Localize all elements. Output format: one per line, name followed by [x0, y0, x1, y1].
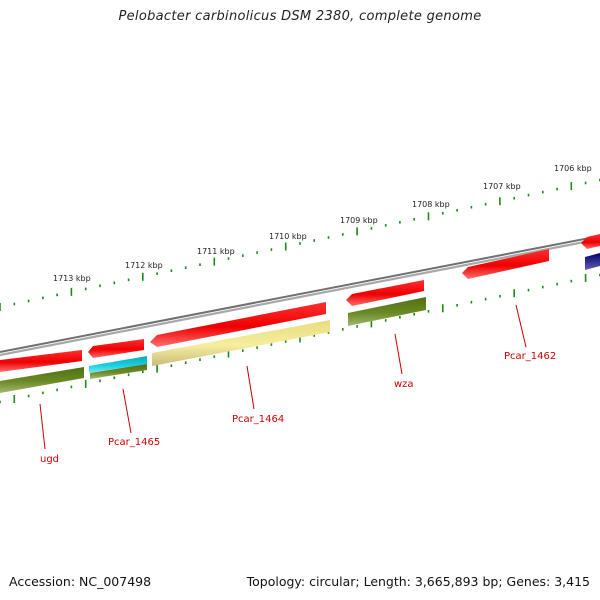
- gene-ugd-reverse[interactable]: [0, 367, 84, 393]
- tick-label-1712kbp: 1712 kbp: [125, 261, 163, 270]
- outer-scale-ticks: [0, 178, 600, 311]
- tick-label-1710kbp: 1710 kbp: [269, 232, 307, 241]
- gene-label-pcar-1462[interactable]: Pcar_1462: [504, 351, 556, 362]
- genome-backbone-inner: [0, 237, 600, 357]
- leader-pcar-1464: [246, 365, 255, 410]
- gene-pcar-1465-cyan[interactable]: [89, 356, 147, 373]
- gene-wza-forward[interactable]: [346, 280, 424, 306]
- map-title: Pelobacter carbinolicus DSM 2380, comple…: [118, 9, 482, 24]
- genome-backbone-outer: [0, 235, 600, 353]
- leader-ugd: [39, 403, 46, 450]
- gene-pcar-1464-reverse[interactable]: [152, 320, 330, 366]
- gene-pcar-1464-forward[interactable]: [150, 302, 326, 347]
- accession-text: Accession: NC_007498: [9, 574, 152, 589]
- tick-label-1713kbp: 1713 kbp: [53, 274, 91, 283]
- gene-ugd-forward[interactable]: [0, 350, 82, 372]
- tick-label-1708kbp: 1708 kbp: [412, 200, 450, 209]
- tick-label-1711kbp: 1711 kbp: [197, 247, 235, 256]
- gene-edge-forward[interactable]: [581, 234, 600, 249]
- leader-pcar-1462: [515, 304, 527, 348]
- gene-label-ugd[interactable]: ugd: [40, 454, 59, 465]
- tick-label-1707kbp: 1707 kbp: [483, 182, 521, 191]
- tick-label-1709kbp: 1709 kbp: [340, 216, 378, 225]
- gene-pcar-1462-forward[interactable]: [462, 249, 549, 279]
- gene-wza-reverse[interactable]: [348, 297, 426, 326]
- gene-pcar-1465-reverse[interactable]: [90, 364, 147, 379]
- gene-label-pcar-1465[interactable]: Pcar_1465: [108, 437, 160, 448]
- genome-summary-text: Topology: circular; Length: 3,665,893 bp…: [246, 574, 590, 589]
- gene-edge-navy[interactable]: [585, 253, 600, 270]
- tick-label-1706kbp: 1706 kbp: [554, 164, 592, 173]
- gene-label-pcar-1464[interactable]: Pcar_1464: [232, 414, 284, 425]
- gene-label-wza[interactable]: wza: [394, 379, 414, 390]
- leader-wza: [394, 333, 403, 375]
- gene-pcar-1465-forward[interactable]: [88, 339, 144, 358]
- leader-pcar-1465: [122, 388, 132, 434]
